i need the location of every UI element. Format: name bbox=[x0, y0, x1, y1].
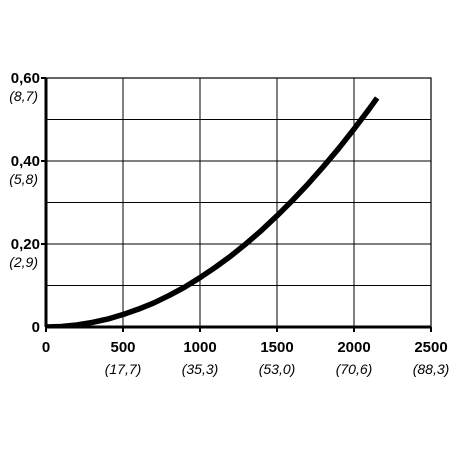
series-layer bbox=[46, 96, 380, 328]
y-tick-label: 0,60 bbox=[11, 70, 40, 87]
y-tick-sublabel: (5,8) bbox=[9, 171, 38, 187]
y-tick-label: 0 bbox=[32, 319, 40, 336]
x-tick-label: 0 bbox=[42, 339, 50, 356]
x-tick-label: 1000 bbox=[183, 339, 216, 356]
x-tick-label: 2500 bbox=[414, 339, 447, 356]
x-tick-label: 2000 bbox=[337, 339, 370, 356]
x-tick-sublabel: (35,3) bbox=[182, 361, 219, 377]
y-tick-sublabel: (2,9) bbox=[9, 254, 38, 270]
x-tick-sublabel: (88,3) bbox=[413, 361, 450, 377]
x-tick-sublabel: (53,0) bbox=[259, 361, 296, 377]
x-axis-ticks: 0 500 (17,7) 1000 (35,3) 1500 (53,0) 2000 (70,6)… bbox=[42, 327, 449, 377]
x-tick-sublabel: (70,6) bbox=[336, 361, 373, 377]
plot-frame bbox=[44, 77, 432, 329]
y-axis-ticks: 0 0,20(2,9) 0,40(5,8) 0,60(8,7) bbox=[9, 70, 46, 336]
x-tick-label: 500 bbox=[110, 339, 135, 356]
y-tick-label: 0,20 bbox=[11, 236, 40, 253]
grid bbox=[46, 78, 431, 327]
y-tick-sublabel: (8,7) bbox=[9, 88, 38, 104]
series-line-0 bbox=[46, 96, 380, 328]
x-tick-sublabel: (17,7) bbox=[105, 361, 142, 377]
y-tick-label: 0,40 bbox=[11, 153, 40, 170]
x-tick-label: 1500 bbox=[260, 339, 293, 356]
